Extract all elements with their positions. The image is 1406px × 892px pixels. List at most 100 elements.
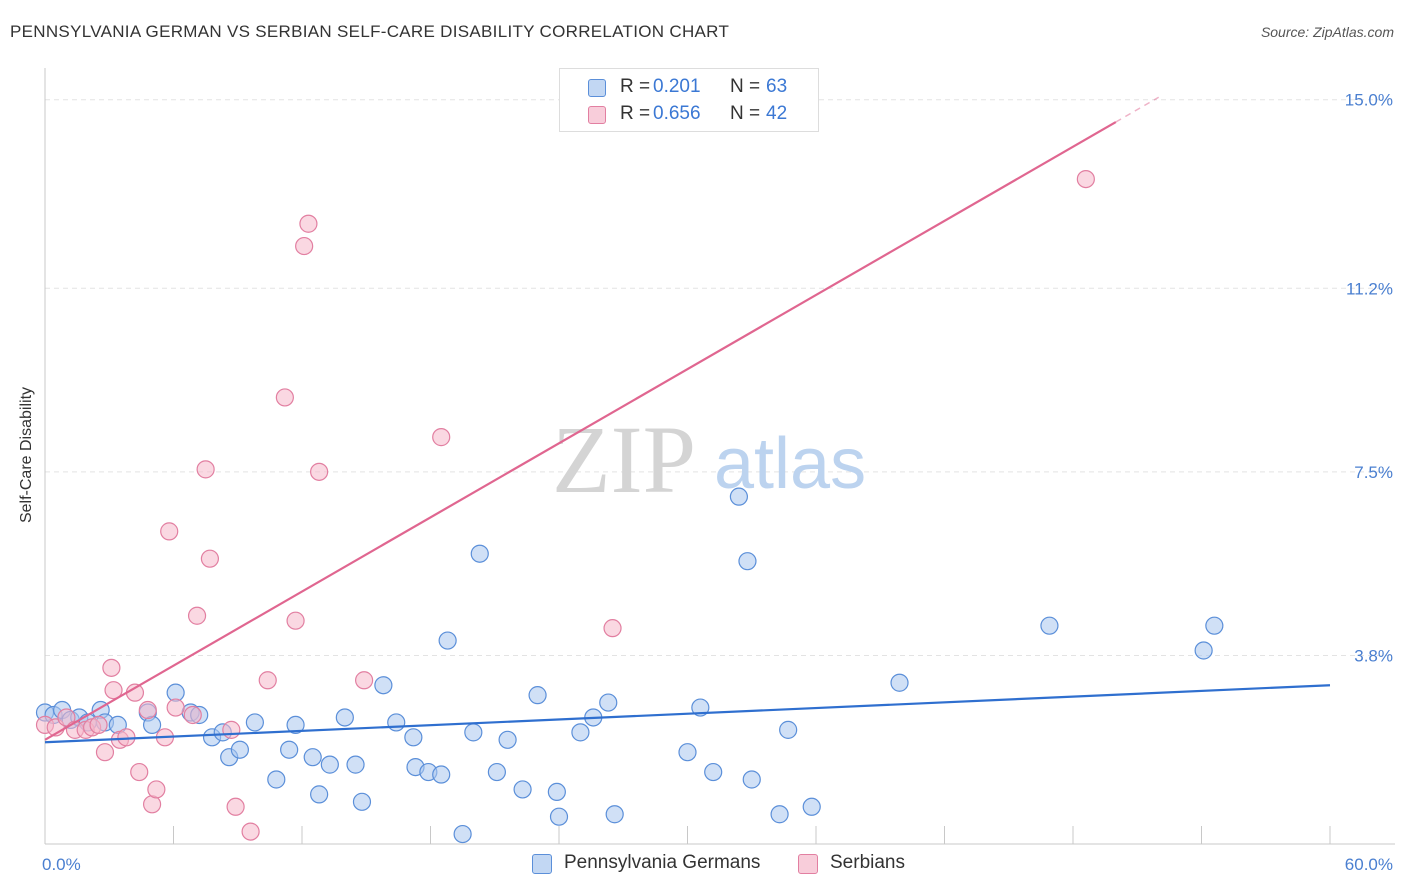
legend-r-value-blue: 0.201 xyxy=(653,76,701,97)
data-point-pennsylvania-germans xyxy=(487,762,506,782)
data-point-pennsylvania-germans xyxy=(404,728,423,747)
data-point-pennsylvania-germans xyxy=(438,631,457,650)
y-tick-label: 15.0% xyxy=(1345,91,1393,110)
data-point-serbians xyxy=(275,388,294,407)
data-point-pennsylvania-germans xyxy=(470,544,489,563)
chart-source: Source: ZipAtlas.com xyxy=(1260,24,1394,40)
data-point-serbians xyxy=(166,698,185,717)
chart-title: PENNSYLVANIA GERMAN VS SERBIAN SELF-CARE… xyxy=(10,22,730,41)
data-point-serbians xyxy=(258,671,277,690)
correlation-legend: R = 0.201 N = 63 R = 0.656 N = 42 xyxy=(559,68,819,132)
legend-swatch-pink xyxy=(588,106,606,124)
trend-line-pennsylvania-germans xyxy=(44,684,1331,744)
data-point-pennsylvania-germans xyxy=(387,713,406,732)
data-point-pennsylvania-germans xyxy=(432,765,451,784)
data-point-serbians xyxy=(603,619,622,638)
data-point-pennsylvania-germans xyxy=(464,723,483,742)
watermark: ZIP atlas xyxy=(552,406,866,513)
data-point-pennsylvania-germans xyxy=(528,686,547,705)
x-tick-label-min: 0.0% xyxy=(42,855,81,874)
data-point-pennsylvania-germans xyxy=(549,807,569,826)
x-tick-labels: 0.0% 60.0% xyxy=(42,855,1393,874)
data-point-pennsylvania-germans xyxy=(678,743,697,762)
data-point-serbians xyxy=(138,700,157,720)
data-point-pennsylvania-germans xyxy=(346,755,365,774)
data-points xyxy=(35,169,1224,844)
legend-row-pink: R = 0.656 N = 42 xyxy=(560,101,818,127)
data-point-serbians xyxy=(102,658,121,677)
data-point-pennsylvania-germans xyxy=(1040,616,1059,635)
data-point-pennsylvania-germans xyxy=(599,693,618,712)
data-point-pennsylvania-germans xyxy=(729,487,749,506)
series-name-pink: Serbians xyxy=(830,852,905,873)
data-point-pennsylvania-germans xyxy=(513,780,532,799)
grid-lines xyxy=(45,99,1395,656)
data-point-serbians xyxy=(160,522,179,541)
data-point-serbians xyxy=(147,780,166,799)
data-point-serbians xyxy=(432,428,451,447)
data-point-pennsylvania-germans xyxy=(374,676,393,695)
legend-swatch-blue xyxy=(588,79,606,97)
data-point-serbians xyxy=(241,822,260,841)
y-tick-label: 11.2% xyxy=(1346,279,1393,298)
watermark-zip: ZIP xyxy=(552,406,696,513)
data-point-serbians xyxy=(104,681,123,700)
trend-line-serbians xyxy=(44,121,1117,741)
data-point-pennsylvania-germans xyxy=(267,770,286,789)
data-point-serbians xyxy=(200,549,220,568)
legend-n-label: N = xyxy=(730,103,761,124)
data-point-pennsylvania-germans xyxy=(802,797,821,816)
data-point-pennsylvania-germans xyxy=(704,762,723,782)
data-point-pennsylvania-germans xyxy=(335,708,354,727)
data-point-serbians xyxy=(89,715,108,735)
data-point-serbians xyxy=(299,214,318,233)
legend-r-label: R = xyxy=(620,103,651,124)
legend-r-label: R = xyxy=(620,76,651,97)
data-point-pennsylvania-germans xyxy=(230,740,249,759)
data-point-pennsylvania-germans xyxy=(770,805,789,824)
trend-lines xyxy=(44,96,1331,744)
series-name-blue: Pennsylvania Germans xyxy=(564,852,761,873)
data-point-serbians xyxy=(187,606,207,625)
data-point-pennsylvania-germans xyxy=(310,785,329,804)
data-point-pennsylvania-germans xyxy=(453,824,472,844)
y-tick-label: 7.5% xyxy=(1354,463,1393,482)
data-point-serbians xyxy=(130,762,149,782)
data-point-serbians xyxy=(295,236,314,256)
data-point-pennsylvania-germans xyxy=(742,770,761,789)
y-tick-label: 3.8% xyxy=(1354,646,1393,665)
trend-line-extension-serbians xyxy=(1115,96,1160,123)
data-point-pennsylvania-germans xyxy=(286,715,305,735)
data-point-pennsylvania-germans xyxy=(890,673,909,692)
data-point-serbians xyxy=(1076,169,1095,189)
legend-swatch-blue xyxy=(532,854,552,874)
data-point-pennsylvania-germans xyxy=(547,782,566,801)
data-point-pennsylvania-germans xyxy=(605,805,624,824)
data-point-serbians xyxy=(310,462,329,481)
data-point-pennsylvania-germans xyxy=(779,720,798,739)
data-point-serbians xyxy=(57,708,76,727)
data-point-serbians xyxy=(226,797,245,816)
y-tick-labels: 3.8% 7.5% 11.2% 15.0% xyxy=(1345,91,1393,666)
data-point-serbians xyxy=(183,705,202,725)
data-point-serbians xyxy=(355,671,374,690)
legend-n-label: N = xyxy=(730,76,761,97)
data-point-pennsylvania-germans xyxy=(280,740,299,759)
legend-row-blue: R = 0.201 N = 63 xyxy=(560,74,818,100)
data-point-pennsylvania-germans xyxy=(738,552,757,571)
data-point-pennsylvania-germans xyxy=(352,792,372,811)
data-point-serbians xyxy=(196,460,215,479)
data-point-pennsylvania-germans xyxy=(1194,641,1213,660)
data-point-pennsylvania-germans xyxy=(320,755,339,774)
data-point-pennsylvania-germans xyxy=(691,698,710,717)
data-point-serbians xyxy=(286,611,305,630)
data-point-serbians xyxy=(222,720,241,739)
data-point-pennsylvania-germans xyxy=(571,723,590,742)
data-point-pennsylvania-germans xyxy=(303,748,322,767)
data-point-pennsylvania-germans xyxy=(1205,616,1224,635)
data-point-serbians xyxy=(95,743,115,762)
data-point-pennsylvania-germans xyxy=(245,713,264,732)
legend-r-value-pink: 0.656 xyxy=(653,103,701,124)
y-axis-label: Self-Care Disability xyxy=(18,386,35,524)
